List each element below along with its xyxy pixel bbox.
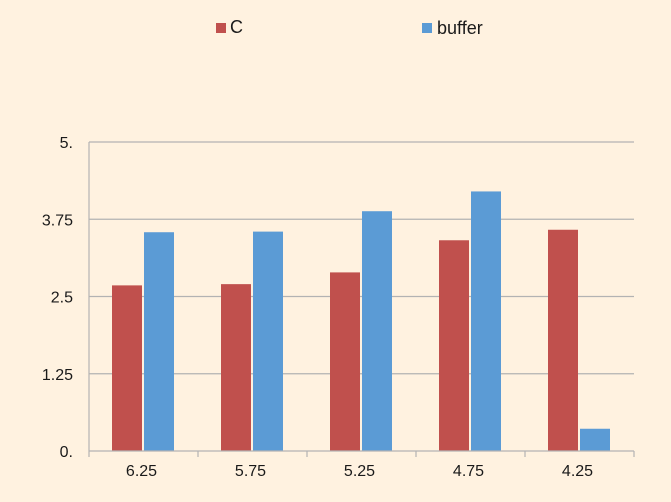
- y-tick-label: 0.: [60, 444, 73, 461]
- y-tick-label: 3.75: [42, 212, 73, 229]
- bar-buffer-1: [253, 231, 283, 451]
- axes: [88, 142, 635, 457]
- bar-c-4: [548, 229, 578, 451]
- x-tick-label: 5.75: [235, 463, 266, 480]
- y-tick-label: 5.: [60, 135, 73, 152]
- y-axis-tick-labels: 0. 1.25 2.5 3.75 5.: [42, 135, 73, 461]
- legend-label-c: C: [230, 17, 243, 37]
- legend-label-buffer: buffer: [437, 18, 483, 38]
- x-tick-label: 5.25: [344, 463, 375, 480]
- legend-swatch-c: [216, 23, 226, 33]
- legend: C buffer: [216, 17, 483, 38]
- y-tick-label: 1.25: [42, 367, 73, 384]
- bar-buffer-0: [144, 232, 174, 451]
- gridlines: [89, 141, 634, 375]
- x-tick-label: 6.25: [126, 463, 157, 480]
- bar-c-2: [330, 272, 360, 451]
- x-tick-label: 4.75: [453, 463, 484, 480]
- bar-buffer-2: [362, 211, 392, 451]
- legend-swatch-buffer: [422, 23, 432, 33]
- bar-c-1: [221, 284, 251, 451]
- bar-buffer-3: [471, 191, 501, 451]
- y-tick-label: 2.5: [51, 290, 73, 307]
- bar-c-0: [112, 285, 142, 451]
- bar-c-3: [439, 240, 469, 451]
- bar-buffer-4: [580, 428, 610, 451]
- x-tick-label: 4.25: [562, 463, 593, 480]
- x-axis-tick-labels: 6.25 5.75 5.25 4.75 4.25: [126, 463, 593, 480]
- bars: [112, 191, 610, 451]
